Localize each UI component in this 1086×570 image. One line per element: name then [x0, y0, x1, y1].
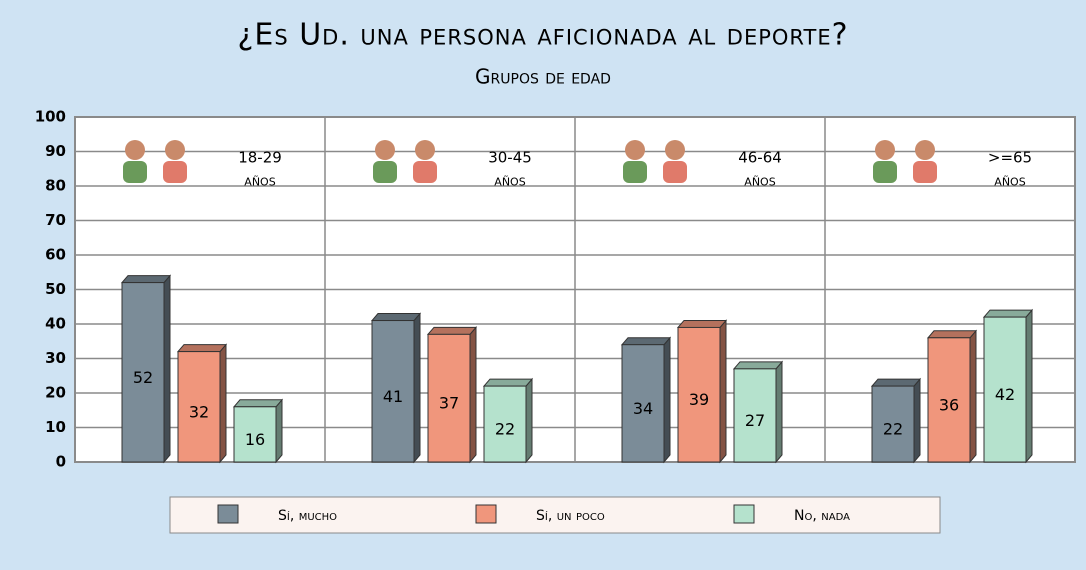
bar-top [372, 314, 420, 321]
legend-swatch [218, 505, 238, 523]
figure-body [873, 161, 897, 183]
bar-top [428, 327, 476, 334]
value-label: 32 [189, 402, 209, 421]
bar-side [526, 379, 532, 462]
y-tick-label: 10 [45, 418, 66, 436]
y-tick-label: 70 [45, 211, 66, 229]
bar-top [178, 345, 226, 352]
legend-label: No, nada [794, 508, 850, 524]
figure-head [415, 140, 435, 160]
y-tick-label: 30 [45, 349, 66, 367]
bar-side [276, 400, 282, 462]
bar-side [220, 345, 226, 462]
figure-head [125, 140, 145, 160]
category-unit: años [244, 172, 275, 190]
value-label: 41 [383, 387, 403, 406]
bar-side [970, 331, 976, 462]
figure-head [915, 140, 935, 160]
bar-side [914, 379, 920, 462]
chart-title: ¿Es Ud. una persona aficionada al deport… [237, 18, 848, 53]
figure-head [165, 140, 185, 160]
bar-top [984, 310, 1032, 317]
value-label: 16 [245, 430, 265, 449]
figure-body [123, 161, 147, 183]
category-unit: años [494, 172, 525, 190]
chart: ¿Es Ud. una persona aficionada al deport… [0, 0, 1086, 570]
value-label: 27 [745, 411, 765, 430]
category-label: >=65 [988, 149, 1032, 167]
y-tick-label: 40 [45, 315, 66, 333]
legend-label: Sí, un poco [536, 508, 605, 524]
value-label: 42 [995, 385, 1015, 404]
category-label: 30-45 [488, 149, 532, 167]
value-label: 22 [495, 420, 515, 439]
category-unit: años [994, 172, 1025, 190]
legend-label: Sí, mucho [278, 508, 337, 524]
y-tick-label: 80 [45, 177, 66, 195]
bar-side [664, 338, 670, 462]
value-label: 34 [633, 399, 653, 418]
bar-top [622, 338, 670, 345]
bar-top [678, 320, 726, 327]
bar-top [928, 331, 976, 338]
y-tick-label: 50 [45, 280, 66, 298]
category-unit: años [744, 172, 775, 190]
y-tick-label: 100 [35, 108, 66, 126]
figure-head [875, 140, 895, 160]
bar-side [720, 320, 726, 462]
figure-head [665, 140, 685, 160]
chart-subtitle: Grupos de edad [475, 65, 611, 89]
value-label: 39 [689, 390, 709, 409]
bar-side [1026, 310, 1032, 462]
value-label: 36 [939, 395, 959, 414]
bar-side [470, 327, 476, 462]
bar-side [414, 314, 420, 462]
value-label: 52 [133, 368, 153, 387]
figure-head [625, 140, 645, 160]
category-label: 46-64 [738, 149, 782, 167]
y-tick-label: 0 [56, 453, 66, 471]
figure-body [663, 161, 687, 183]
y-tick-label: 60 [45, 246, 66, 264]
category-label: 18-29 [238, 149, 282, 167]
bar-side [776, 362, 782, 462]
legend-swatch [734, 505, 754, 523]
figure-body [373, 161, 397, 183]
value-label: 37 [439, 394, 459, 413]
bar-top [872, 379, 920, 386]
figure-body [163, 161, 187, 183]
figure-body [623, 161, 647, 183]
bar-top [234, 400, 282, 407]
bar-side [164, 276, 170, 462]
y-tick-label: 20 [45, 384, 66, 402]
value-label: 22 [883, 420, 903, 439]
figure-head [375, 140, 395, 160]
bar-top [734, 362, 782, 369]
bar-top [484, 379, 532, 386]
figure-body [413, 161, 437, 183]
y-tick-label: 90 [45, 142, 66, 160]
legend-swatch [476, 505, 496, 523]
bar-top [122, 276, 170, 283]
figure-body [913, 161, 937, 183]
